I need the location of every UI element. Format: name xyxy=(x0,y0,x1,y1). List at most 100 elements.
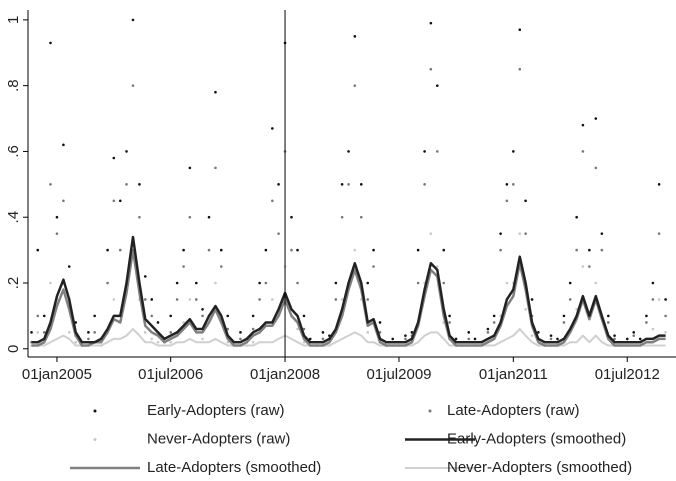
raw-dot xyxy=(581,150,585,153)
raw-dot xyxy=(600,248,604,252)
raw-dot xyxy=(290,248,293,252)
raw-dot xyxy=(207,215,211,219)
raw-dot xyxy=(271,127,274,130)
raw-dot xyxy=(594,281,598,285)
raw-dot xyxy=(423,183,426,186)
raw-dot xyxy=(575,248,578,252)
raw-dot xyxy=(429,232,433,235)
raw-dot xyxy=(201,314,204,318)
raw-dot xyxy=(657,232,661,235)
raw-dot xyxy=(505,199,509,203)
raw-dot xyxy=(296,281,299,285)
x-tick-label: 01jan2005 xyxy=(22,366,92,383)
y-tick-label: 0 xyxy=(5,345,22,353)
raw-dot xyxy=(416,248,420,252)
raw-dot xyxy=(226,340,230,344)
raw-dot xyxy=(55,215,59,219)
raw-dot xyxy=(651,298,655,301)
raw-dot xyxy=(175,298,179,301)
raw-dot xyxy=(353,35,357,38)
raw-dot xyxy=(296,248,299,252)
raw-dot xyxy=(347,183,350,186)
raw-dot xyxy=(499,248,502,252)
raw-dot xyxy=(106,281,109,285)
raw-dot xyxy=(143,275,147,278)
raw-dot xyxy=(156,340,160,344)
raw-dot xyxy=(264,281,268,285)
raw-dot xyxy=(214,281,217,285)
raw-dot xyxy=(638,337,642,341)
raw-dot xyxy=(188,215,192,219)
raw-dot xyxy=(378,321,382,324)
raw-dot xyxy=(524,308,527,311)
raw-dot xyxy=(429,21,433,25)
raw-dot xyxy=(251,340,255,344)
raw-dot xyxy=(607,321,610,324)
raw-dot xyxy=(334,298,338,301)
x-tick-label: 01jul2012 xyxy=(595,366,660,383)
legend-label: Never-Adopters (smoothed) xyxy=(447,459,632,476)
raw-dot xyxy=(106,248,109,252)
raw-dot xyxy=(448,321,451,324)
raw-dot xyxy=(251,314,255,318)
legend-marker xyxy=(428,409,432,413)
raw-dot xyxy=(581,123,585,127)
raw-dot xyxy=(512,183,515,186)
raw-dot xyxy=(138,215,141,219)
raw-dot xyxy=(645,321,648,324)
raw-dot xyxy=(613,334,616,337)
legend-label: Late-Adopters (smoothed) xyxy=(147,459,321,476)
legend-label: Never-Adopters (raw) xyxy=(147,430,290,447)
y-tick-label: .8 xyxy=(5,79,22,92)
raw-dot xyxy=(492,314,496,318)
x-tick-label: 01jul2009 xyxy=(366,366,431,383)
raw-dot xyxy=(290,215,293,219)
raw-dot xyxy=(226,314,230,318)
raw-dot xyxy=(366,281,370,285)
raw-dot xyxy=(49,281,52,285)
raw-dot xyxy=(308,337,312,341)
raw-dot xyxy=(264,248,268,252)
raw-dot xyxy=(442,281,446,285)
raw-dot xyxy=(150,298,154,301)
raw-dot xyxy=(36,248,40,252)
raw-dot xyxy=(613,337,616,341)
raw-dot xyxy=(632,334,636,337)
raw-dot xyxy=(62,199,65,203)
raw-dot xyxy=(442,248,446,252)
raw-dot xyxy=(182,248,185,252)
raw-dot xyxy=(175,281,179,285)
raw-dot xyxy=(334,281,338,285)
raw-dot xyxy=(340,215,344,219)
raw-dot xyxy=(138,183,141,186)
raw-dot xyxy=(568,281,572,285)
raw-dot xyxy=(664,314,667,318)
raw-dot xyxy=(302,314,306,318)
raw-dot xyxy=(518,28,522,32)
raw-dot xyxy=(150,314,154,318)
raw-dot xyxy=(594,166,598,170)
raw-dot xyxy=(530,334,534,337)
raw-dot xyxy=(207,248,211,252)
raw-dot xyxy=(87,331,90,334)
raw-dot xyxy=(359,215,363,219)
raw-dot xyxy=(30,331,33,334)
raw-dot xyxy=(435,84,439,87)
raw-dot xyxy=(143,331,147,334)
raw-dot xyxy=(499,232,502,235)
raw-dot xyxy=(112,156,116,160)
raw-dot xyxy=(429,67,433,71)
y-tick-label: .2 xyxy=(5,277,22,290)
raw-dot xyxy=(562,314,566,318)
raw-dot xyxy=(524,199,527,203)
raw-dot xyxy=(505,281,509,285)
raw-dot xyxy=(575,215,578,219)
raw-dot xyxy=(435,265,439,268)
legend-label: Early-Adopters (raw) xyxy=(147,402,285,419)
raw-dot xyxy=(239,337,242,341)
raw-dot xyxy=(277,183,280,186)
raw-dot xyxy=(112,199,116,203)
raw-dot xyxy=(118,248,122,252)
raw-dot xyxy=(473,337,477,341)
x-tick-label: 01jan2011 xyxy=(479,366,548,383)
